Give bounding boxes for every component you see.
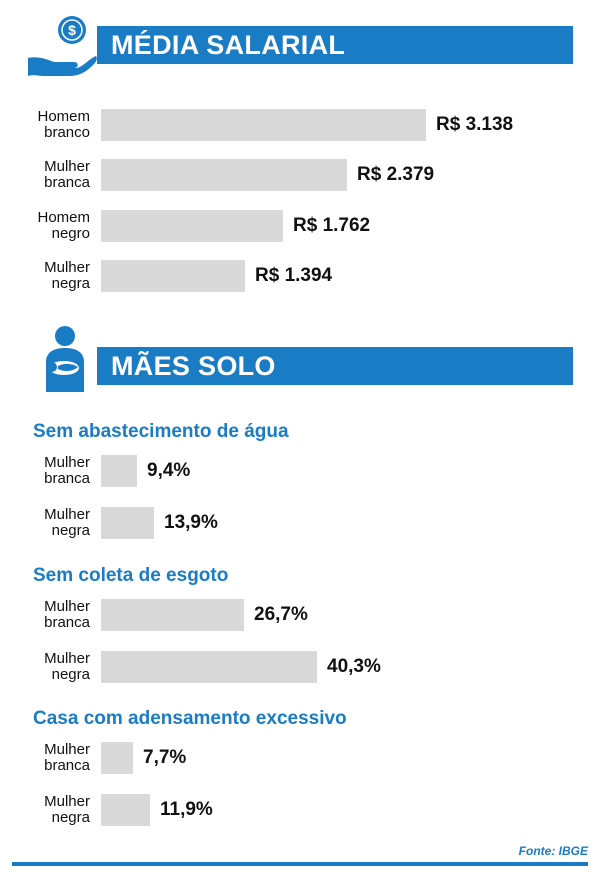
category-label-line: Mulher	[44, 741, 90, 758]
category-label: Mulher negra	[0, 794, 90, 826]
single-mothers-section-title: MÃES SOLO	[97, 347, 573, 385]
svg-text:$: $	[68, 22, 76, 38]
category-label: Homem branco	[0, 109, 90, 141]
chart-subtitle: Sem abastecimento de água	[33, 421, 289, 442]
chart-subtitle: Sem coleta de esgoto	[33, 565, 229, 586]
salary-section-title: MÉDIA SALARIAL	[97, 26, 573, 64]
category-label-line: Mulher	[44, 650, 90, 667]
category-label-line: Mulher	[44, 598, 90, 615]
category-label-line: Homem	[37, 108, 90, 125]
value-label: 7,7%	[143, 747, 187, 768]
category-label: Mulher branca	[0, 455, 90, 487]
category-label-line: branca	[44, 174, 90, 191]
bar	[101, 109, 426, 141]
hand-coins-icon: $	[28, 16, 97, 76]
bar	[101, 159, 347, 191]
bar	[101, 742, 133, 774]
value-label: 26,7%	[254, 604, 308, 625]
source-note: Fonte: IBGE	[518, 844, 588, 858]
chart-subtitle: Casa com adensamento excessivo	[33, 708, 347, 729]
value-label: R$ 1.394	[255, 265, 333, 286]
category-label-line: Mulher	[44, 793, 90, 810]
mother-baby-icon	[46, 326, 84, 392]
value-label: 9,4%	[147, 460, 191, 481]
category-label-line: negra	[51, 809, 90, 826]
category-label-line: branca	[44, 757, 90, 774]
category-label-line: branco	[44, 124, 90, 141]
category-label-line: Mulher	[44, 506, 90, 523]
category-label-line: negra	[51, 666, 90, 683]
value-label: 40,3%	[327, 656, 381, 677]
category-label-line: negra	[51, 522, 90, 539]
footer-rule	[12, 862, 588, 866]
value-label: R$ 1.762	[293, 215, 371, 236]
category-label: Mulher branca	[0, 742, 90, 774]
category-label: Homem negro	[0, 210, 90, 242]
category-label-line: negro	[51, 225, 90, 242]
bar	[101, 599, 244, 631]
category-label: Mulher negra	[0, 651, 90, 683]
category-label: Mulher negra	[0, 507, 90, 539]
category-label: Mulher branca	[0, 159, 90, 191]
bar	[101, 651, 317, 683]
bar	[101, 507, 154, 539]
category-label-line: Mulher	[44, 158, 90, 175]
value-label: 13,9%	[164, 512, 218, 533]
value-label: 11,9%	[160, 799, 213, 820]
category-label-line: negra	[51, 275, 90, 292]
category-label-line: branca	[44, 614, 90, 631]
bar	[101, 794, 150, 826]
category-label-line: Mulher	[44, 454, 90, 471]
category-label-line: Homem	[37, 209, 90, 226]
value-label: R$ 3.138	[436, 114, 514, 135]
category-label: Mulher branca	[0, 599, 90, 631]
bar	[101, 455, 137, 487]
category-label-line: branca	[44, 470, 90, 487]
category-label-line: Mulher	[44, 259, 90, 276]
category-label: Mulher negra	[0, 260, 90, 292]
bar	[101, 210, 283, 242]
bar	[101, 260, 245, 292]
value-label: R$ 2.379	[357, 164, 435, 185]
